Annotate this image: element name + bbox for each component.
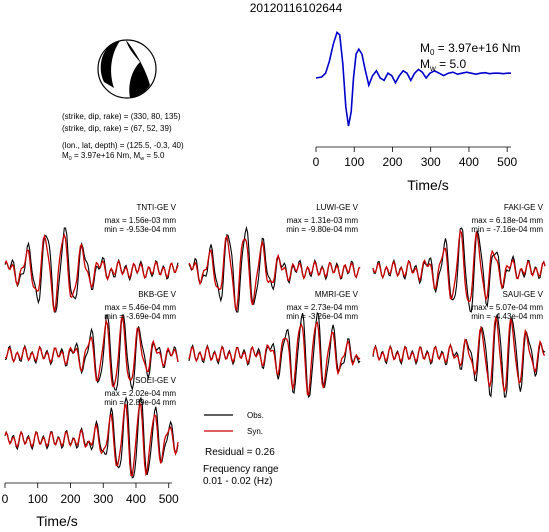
waveform-x-tick-label: 200 (60, 492, 80, 506)
synthetic-trace (4, 232, 179, 312)
location-depth: (lon., lat, depth) = (125.5, -0.3, 40) (62, 141, 184, 150)
station-min: min = -2.89e-04 mm (104, 398, 176, 407)
station-min: min = -3.26e-04 mm (286, 312, 358, 321)
legend: Obs. Syn. Residual = 0.26 Frequency rang… (203, 411, 279, 487)
focal-plane-1: (strike, dip, rake) = (330, 80, 135) (62, 112, 181, 121)
station-name: BKB-GE V (138, 290, 176, 299)
synthetic-trace (372, 316, 546, 392)
waveform-x-axis-label: Time/s (36, 513, 77, 529)
station-name: SOEI-GE V (135, 376, 177, 385)
observed-trace (188, 225, 361, 313)
legend-obs-label: Obs. (247, 411, 264, 420)
stf-x-tick-label: 100 (344, 155, 364, 169)
frequency-range-title: Frequency range (203, 464, 279, 475)
beachball-icon (97, 39, 157, 99)
stf-series-line (315, 30, 511, 127)
stf-m0-label: M0 = 3.97e+16 Nm (420, 41, 521, 57)
moment-magnitude: M0 = 3.97e+16 Nm, Mw = 5.0 (62, 151, 165, 162)
synthetic-trace (188, 321, 361, 396)
station-name: SAUI-GE V (503, 290, 544, 299)
station-name: FAKI-GE V (504, 203, 544, 212)
station-max: max = 2.02e-04 mm (105, 389, 177, 398)
synthetic-trace (4, 401, 179, 477)
station-max: max = 1.56e-03 mm (105, 216, 177, 225)
stf-x-tick-label: 400 (459, 155, 479, 169)
figure-title: 20120116102644 (250, 1, 343, 15)
station-min: min = -4.43e-04 mm (471, 312, 543, 321)
focal-plane-2: (strike, dip, rake) = (67, 52, 39) (62, 124, 172, 133)
station-min: min = -7.16e-04 mm (471, 225, 543, 234)
frequency-range-value: 0.01 - 0.02 (Hz) (203, 476, 272, 487)
station-name: TNTI-GE V (136, 203, 176, 212)
synthetic-trace (188, 234, 361, 312)
station-max: max = 6.18e-04 mm (472, 216, 544, 225)
station-name: LUWI-GE V (316, 203, 358, 212)
stf-x-axis-label: Time/s (407, 177, 448, 193)
waveform-x-tick-label: 100 (28, 492, 48, 506)
stf-x-tick-label: 300 (421, 155, 441, 169)
waveform-x-tick-label: 400 (126, 492, 146, 506)
observed-trace (4, 396, 179, 479)
waveform-axis: 0 100 200 300 400 500 Time/s (2, 482, 179, 529)
waveform-x-tick-label: 500 (159, 492, 179, 506)
station-max: max = 5.46e-04 mm (105, 303, 177, 312)
synthetic-trace (372, 229, 546, 303)
station-min: min = -9.80e-04 mm (286, 225, 358, 234)
stf-x-tick-label: 200 (382, 155, 402, 169)
stf-panel: 0 100 200 300 400 500 M0 = 3.97e+16 Nm Mw = 5… (313, 30, 521, 193)
waveform-x-tick-label: 0 (2, 492, 9, 506)
station-name: MMRI-GE V (315, 290, 359, 299)
source-info: (strike, dip, rake) = (330, 80, 135) (st… (62, 112, 184, 162)
station-min: min = -9.53e-04 mm (104, 225, 176, 234)
station-min: min = -3.69e-04 mm (104, 312, 176, 321)
synthetic-trace (5, 315, 179, 388)
residual-value: Residual = 0.26 (205, 447, 275, 458)
stf-x-tick-label: 0 (313, 155, 320, 169)
legend-syn-label: Syn. (247, 427, 263, 436)
stf-x-tick-label: 500 (497, 155, 517, 169)
station-max: max = 5.07e-04 mm (472, 303, 544, 312)
station-max: max = 1.31e-03 mm (287, 216, 359, 225)
stf-mw-label: Mw = 5.0 (420, 57, 466, 73)
waveform-x-tick-label: 300 (93, 492, 113, 506)
station-max: max = 2.73e-04 mm (287, 303, 359, 312)
